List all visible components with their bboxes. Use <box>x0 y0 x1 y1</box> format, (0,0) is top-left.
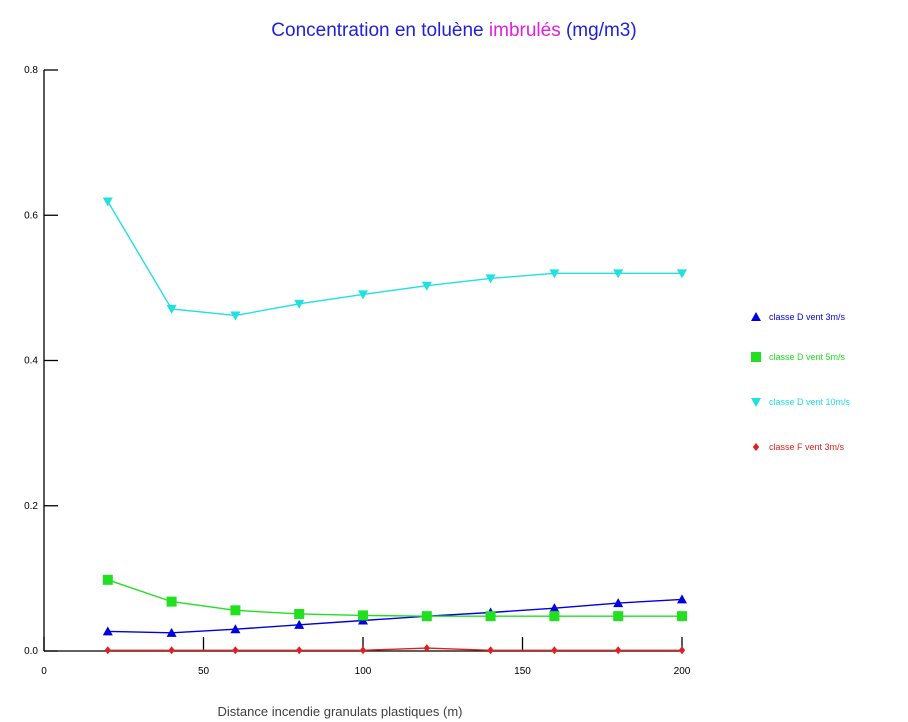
data-point <box>294 299 305 309</box>
chart-title-part2: imbrulés <box>489 20 561 41</box>
data-point <box>294 608 305 619</box>
legend-label: classe D vent 3m/s <box>769 312 846 322</box>
y-tick-label: 0.0 <box>24 646 38 657</box>
legend-entry: classe D vent 5m/s <box>751 352 846 362</box>
data-point <box>677 269 687 279</box>
series-3 <box>104 644 686 655</box>
series-line <box>107 598 683 634</box>
axes: 0.0 0.2 0.4 0.6 0.8 0 50 100 150 200 <box>24 65 691 677</box>
data-point <box>549 611 560 622</box>
x-axis-label: Distance incendie granulats plastiques (… <box>218 704 463 719</box>
series-1 <box>102 574 687 622</box>
data-point <box>102 574 113 585</box>
y-tick-label: 0.8 <box>24 65 38 76</box>
legend-marker-icon <box>751 398 761 407</box>
data-point <box>230 624 241 634</box>
data-point <box>615 646 622 655</box>
legend-entry: classe F vent 3m/s <box>752 442 845 452</box>
data-point <box>677 594 687 604</box>
data-point <box>678 646 686 655</box>
series-layer <box>102 197 687 655</box>
data-point <box>230 605 241 616</box>
data-point <box>551 646 558 655</box>
x-tick-label: 50 <box>198 666 210 677</box>
series-line <box>107 647 682 651</box>
data-point <box>358 610 368 621</box>
data-point <box>677 611 687 622</box>
series-line <box>107 201 682 317</box>
x-tick-label: 100 <box>355 666 372 677</box>
data-point <box>421 611 432 622</box>
data-point <box>166 627 177 637</box>
legend: classe D vent 3m/s classe D vent 5m/s clas… <box>751 312 851 452</box>
x-tick-label: 150 <box>514 666 531 677</box>
y-tick-label: 0.4 <box>24 356 38 367</box>
data-point <box>102 626 113 636</box>
chart-title-part3: (mg/m3) <box>561 20 637 41</box>
data-point <box>168 646 175 655</box>
data-point <box>485 611 496 622</box>
data-point <box>296 646 303 655</box>
legend-marker-icon <box>752 443 760 451</box>
data-point <box>613 611 624 622</box>
legend-entry: classe D vent 3m/s <box>751 312 846 322</box>
y-tick-label: 0.6 <box>24 210 38 221</box>
data-point <box>485 274 496 284</box>
legend-marker-icon <box>751 312 761 321</box>
data-point <box>232 646 239 655</box>
data-point <box>613 269 624 279</box>
legend-entry: classe D vent 10m/s <box>751 397 851 407</box>
data-point <box>487 646 494 655</box>
data-point <box>359 646 367 655</box>
x-tick-label: 0 <box>41 666 47 677</box>
data-point <box>294 619 305 629</box>
chart-title-part1: Concentration en toluène <box>271 20 489 41</box>
series-2 <box>102 197 687 321</box>
y-tick-label: 0.2 <box>24 501 38 512</box>
data-point <box>549 269 560 279</box>
data-point <box>421 281 432 291</box>
legend-label: classe D vent 5m/s <box>769 352 846 362</box>
legend-label: classe D vent 10m/s <box>769 397 851 407</box>
series-line <box>107 579 682 617</box>
data-point <box>102 197 113 207</box>
data-point <box>358 290 368 300</box>
chart-title: Concentration en toluène imbrulés (mg/m3… <box>271 20 636 41</box>
x-tick-label: 200 <box>674 666 691 677</box>
data-point <box>104 646 111 655</box>
legend-marker-icon <box>751 352 761 362</box>
data-point <box>230 311 241 321</box>
data-point <box>166 304 177 314</box>
legend-label: classe F vent 3m/s <box>769 442 845 452</box>
data-point <box>166 596 177 607</box>
data-point <box>423 644 430 653</box>
data-point <box>613 598 624 608</box>
data-point <box>549 603 560 613</box>
